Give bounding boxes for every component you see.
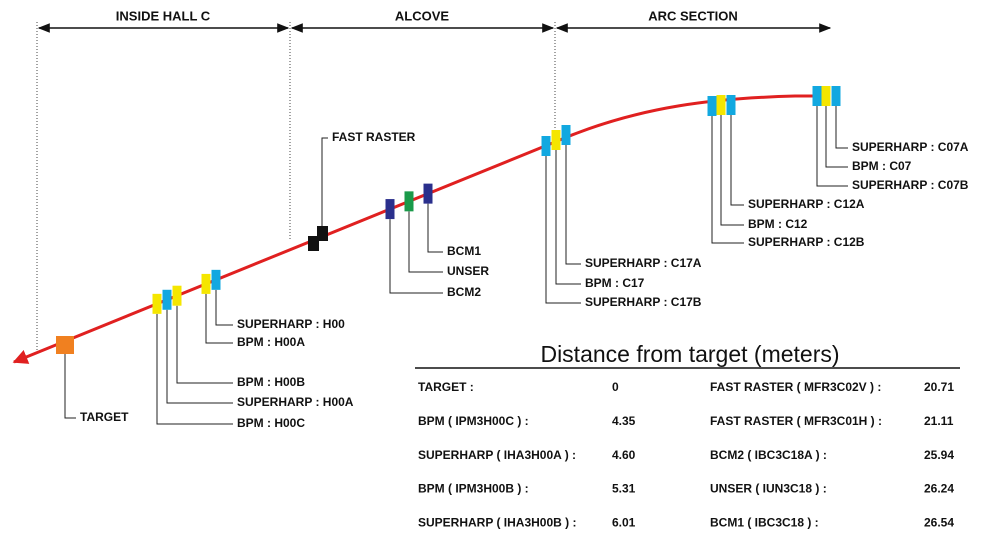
leader-line [816,106,848,187]
component-label: BPM : H00A [237,335,305,349]
beam-line [12,94,830,364]
component-label: SUPERHARP : C17A [585,256,702,270]
row-value: 26.54 [924,515,954,529]
beam-device [404,191,414,212]
leader-line [720,115,744,226]
beam-device [551,130,561,150]
component-label: SUPERHARP : C17B [585,295,702,309]
leader-line [730,115,744,206]
row-name: UNSER ( IUN3C18 ) : [710,482,827,496]
leader-line [427,203,443,253]
row-name: BPM ( IPM3H00C ) : [418,414,529,428]
beam-device [385,199,395,220]
beam-device [423,183,433,204]
component-label: SUPERHARP : H00A [237,395,354,409]
leader-line [835,106,848,149]
component-label: SUPERHARP : C07B [852,178,969,192]
component-label: BPM : C17 [585,276,645,290]
component-label: SUPERHARP : C07A [852,140,969,154]
table-title: Distance from target (meters) [540,341,839,367]
raster-magnet [308,236,319,251]
component-label: BPM : C12 [748,217,808,231]
component-label: BCM2 [447,285,481,299]
component-label: BCM1 [447,244,481,258]
row-name: FAST RASTER ( MFR3C02V ) : [710,380,881,394]
beam-device [56,336,74,354]
component-label: BPM : H00B [237,375,305,389]
leader-line [711,116,744,244]
row-value: 4.35 [612,414,636,428]
component-label: BPM : C07 [852,159,912,173]
section-label: ARC SECTION [648,8,738,23]
row-value: 20.71 [924,380,954,394]
row-name: FAST RASTER ( MFR3C01H ) : [710,414,882,428]
row-value: 26.24 [924,482,954,496]
leader-line [565,145,581,265]
beam-device [162,289,172,310]
section-label: ALCOVE [395,8,450,23]
leader-line [205,293,233,344]
beam-device [201,273,211,294]
component-label: SUPERHARP : C12B [748,235,865,249]
row-name: BCM1 ( IBC3C18 ) : [710,515,819,529]
beam-device [831,86,841,106]
leader-line [166,309,233,404]
leader-line [408,211,443,273]
beam-device [541,136,551,156]
leader-line [215,289,233,326]
row-value: 0 [612,380,619,394]
leader-line [825,106,848,168]
row-value: 6.01 [612,515,636,529]
beam-device [172,285,182,306]
row-name: TARGET : [418,380,474,394]
row-value: 4.60 [612,448,636,462]
beam-device [726,95,736,115]
component-label: UNSER [447,264,489,278]
leader-line [321,137,328,226]
beam-device [211,269,221,290]
leader-line [389,219,443,294]
component-label: SUPERHARP : C12A [748,197,865,211]
beam-device [716,95,726,115]
leader-line [545,156,581,304]
row-value: 21.11 [924,414,954,428]
component-label: SUPERHARP : H00 [237,317,345,331]
beam-device [561,125,571,145]
beam-device [821,86,831,106]
component-label: FAST RASTER [332,130,416,144]
leader-line [156,313,233,425]
row-value: 5.31 [612,482,636,496]
row-name: BPM ( IPM3H00B ) : [418,482,529,496]
row-name: BCM2 ( IBC3C18A ) : [710,448,827,462]
component-label: BPM : H00C [237,416,305,430]
section-label: INSIDE HALL C [116,8,211,23]
leader-line [176,305,233,384]
beam-device [812,86,822,106]
row-name: SUPERHARP ( IHA3H00B ) : [418,515,576,529]
component-label: TARGET [80,410,129,424]
raster-magnet [317,226,328,241]
leader-line [555,150,581,285]
beam-device [152,293,162,314]
row-value: 25.94 [924,448,954,462]
leader-line [64,354,76,419]
beam-device [707,96,717,116]
row-name: SUPERHARP ( IHA3H00A ) : [418,448,576,462]
